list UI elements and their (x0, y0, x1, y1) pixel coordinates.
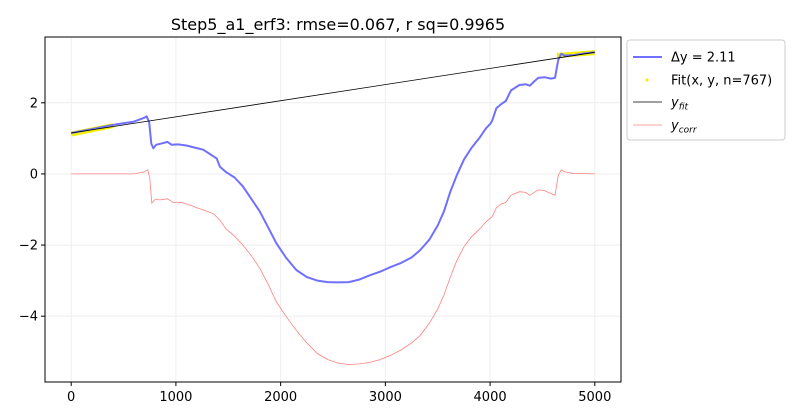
chart-title: Step5_a1_erf3: rmse=0.067, r sq=0.9965 (171, 15, 505, 35)
x-tick-label: 5000 (578, 390, 611, 405)
series-line-yfit (71, 51, 595, 134)
legend-label: ycorr (670, 119, 698, 136)
legend-swatch (645, 78, 649, 82)
grid-lines (45, 37, 621, 382)
y-tick-label: −2 (19, 239, 38, 254)
plot-area (70, 50, 595, 366)
x-tick-label: 0 (67, 390, 75, 405)
legend-label: Δy = 2.11 (671, 51, 736, 66)
y-tick-label: 2 (30, 96, 38, 111)
legend-label: Fit(x, y, n=767) (671, 74, 772, 89)
x-tick-label: 3000 (369, 390, 402, 405)
legend: Δy = 2.11 Fit(x, y, n=767) yfit ycorr (626, 39, 786, 141)
x-tick-label: 2000 (264, 390, 297, 405)
legend-box (626, 39, 786, 141)
legend-label: yfit (670, 96, 689, 113)
axis-ticks: 0 1000 2000 3000 4000 5000 −4 −2 0 2 (19, 96, 612, 405)
x-tick-label: 1000 (159, 390, 192, 405)
axes-frame (44, 36, 622, 383)
series-line-ycorr (71, 169, 595, 366)
y-tick-label: 0 (30, 167, 38, 182)
y-tick-label: −4 (19, 310, 38, 325)
x-tick-label: 4000 (474, 390, 507, 405)
series-line-delta-y (71, 51, 595, 284)
